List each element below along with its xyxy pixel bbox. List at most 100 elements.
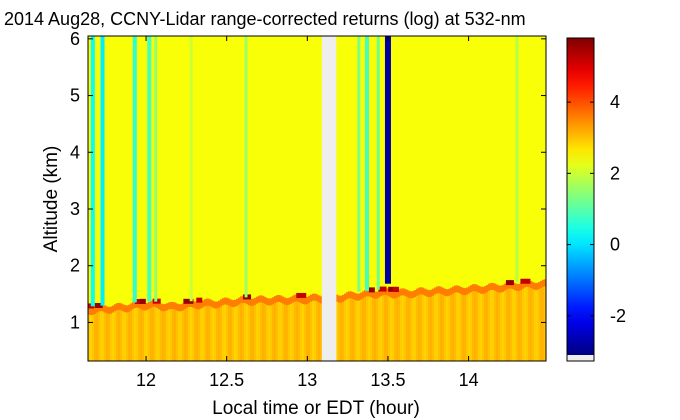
colorbar-frame bbox=[566, 37, 595, 362]
boundary-layer-column bbox=[460, 286, 463, 361]
boundary-layer-column bbox=[488, 283, 491, 361]
boundary-layer-top-band bbox=[524, 280, 527, 288]
boundary-layer-column bbox=[436, 286, 439, 361]
boundary-layer-top-band bbox=[112, 305, 115, 313]
boundary-layer-column bbox=[156, 300, 159, 361]
boundary-layer-column bbox=[496, 284, 499, 361]
boundary-layer-column bbox=[438, 286, 441, 361]
boundary-layer-column bbox=[200, 301, 203, 361]
boundary-layer-top-band bbox=[402, 288, 405, 296]
boundary-layer-top-band bbox=[440, 286, 443, 294]
boundary-layer-column bbox=[258, 295, 261, 361]
y-tick-label: 1 bbox=[70, 312, 80, 332]
boundary-layer-column bbox=[478, 285, 481, 361]
boundary-layer-column bbox=[518, 283, 521, 361]
boundary-layer-top-band bbox=[292, 295, 295, 303]
boundary-layer-column bbox=[320, 296, 323, 361]
boundary-layer-top-band bbox=[502, 284, 505, 292]
boundary-layer-column bbox=[104, 305, 107, 361]
boundary-layer-column bbox=[448, 288, 451, 361]
boundary-layer-top-band bbox=[174, 302, 177, 310]
boundary-layer-column bbox=[268, 298, 271, 361]
boundary-layer-column bbox=[178, 304, 181, 361]
boundary-layer-column bbox=[466, 287, 469, 361]
boundary-layer-top-band bbox=[482, 286, 485, 294]
aerosol-layer-spot bbox=[505, 280, 514, 286]
boundary-layer-column bbox=[362, 291, 365, 361]
boundary-layer-top-band bbox=[366, 289, 369, 297]
boundary-layer-column bbox=[394, 291, 397, 361]
boundary-layer-top-band bbox=[376, 291, 379, 299]
boundary-layer-top-band bbox=[422, 287, 425, 295]
boundary-layer-top-band bbox=[110, 306, 113, 314]
boundary-layer-top-band bbox=[282, 296, 285, 304]
boundary-layer-column bbox=[124, 305, 127, 361]
boundary-layer-top-band bbox=[360, 292, 363, 300]
boundary-layer-top-band bbox=[284, 297, 287, 305]
boundary-layer-top-band bbox=[372, 291, 375, 299]
boundary-layer-top-band bbox=[380, 289, 383, 297]
boundary-layer-column bbox=[120, 303, 123, 361]
boundary-layer-top-band bbox=[184, 302, 187, 310]
boundary-layer-top-band bbox=[400, 288, 403, 296]
boundary-layer-column bbox=[154, 299, 157, 361]
boundary-layer-column bbox=[158, 302, 161, 361]
boundary-layer-top-band bbox=[178, 304, 181, 312]
boundary-layer-top-band bbox=[388, 289, 391, 297]
colorbar: -2 0 2 4 bbox=[566, 37, 626, 362]
boundary-layer-column bbox=[516, 283, 519, 361]
boundary-layer-column bbox=[538, 282, 541, 361]
boundary-layer-top-band bbox=[144, 303, 147, 311]
boundary-layer-top-band bbox=[286, 298, 289, 306]
boundary-layer-top-band bbox=[378, 290, 381, 298]
boundary-layer-top-band bbox=[538, 282, 541, 290]
boundary-layer-column bbox=[382, 288, 385, 361]
boundary-layer-top-band bbox=[166, 303, 169, 311]
boundary-layer-top-band bbox=[522, 281, 525, 289]
boundary-layer-column bbox=[482, 286, 485, 361]
boundary-layer-top-band bbox=[210, 299, 213, 307]
boundary-layer-top-band bbox=[254, 297, 257, 305]
boundary-layer-column bbox=[122, 304, 125, 361]
boundary-layer-top-band bbox=[318, 295, 321, 303]
boundary-layer-column bbox=[470, 285, 473, 361]
boundary-layer-top-band bbox=[140, 302, 143, 310]
boundary-layer-column bbox=[210, 299, 213, 361]
boundary-layer-top-band bbox=[124, 305, 127, 313]
boundary-layer-top-band bbox=[432, 288, 435, 296]
boundary-layer-top-band bbox=[262, 295, 265, 303]
boundary-layer-column bbox=[492, 282, 495, 361]
boundary-layer-column bbox=[100, 304, 103, 361]
low-signal-streak bbox=[384, 36, 391, 284]
boundary-layer-top-band bbox=[424, 288, 427, 296]
boundary-layer-column bbox=[526, 279, 529, 361]
boundary-layer-column bbox=[184, 302, 187, 361]
boundary-layer-column bbox=[370, 290, 373, 361]
boundary-layer-column bbox=[486, 285, 489, 361]
boundary-layer-column bbox=[472, 284, 475, 361]
boundary-layer-top-band bbox=[88, 307, 91, 315]
boundary-layer-column bbox=[528, 280, 531, 361]
boundary-layer-column bbox=[176, 303, 179, 361]
aerosol-layer-spot bbox=[196, 297, 203, 303]
y-axis: 1 2 3 4 5 6 bbox=[70, 29, 546, 332]
boundary-layer-column bbox=[418, 287, 421, 361]
boundary-layer-column bbox=[190, 299, 193, 361]
boundary-layer-column bbox=[412, 291, 415, 361]
boundary-layer-top-band bbox=[274, 296, 277, 304]
boundary-layer-top-band bbox=[302, 297, 305, 305]
boundary-layer-column bbox=[90, 308, 93, 361]
boundary-layer-column bbox=[218, 300, 221, 361]
boundary-layer-column bbox=[214, 301, 217, 361]
boundary-layer-column bbox=[468, 286, 471, 361]
boundary-layer-column bbox=[234, 299, 237, 361]
aerosol-layer-spot bbox=[393, 286, 400, 292]
boundary-layer-column bbox=[236, 298, 239, 361]
x-tick-label: 13.5 bbox=[370, 370, 405, 390]
boundary-layer-top-band bbox=[158, 302, 161, 310]
boundary-layer-column bbox=[152, 299, 155, 361]
boundary-layer-top-band bbox=[200, 301, 203, 309]
boundary-layer-top-band bbox=[414, 290, 417, 298]
boundary-layer-column bbox=[296, 294, 299, 361]
boundary-layer-top-band bbox=[448, 288, 451, 296]
